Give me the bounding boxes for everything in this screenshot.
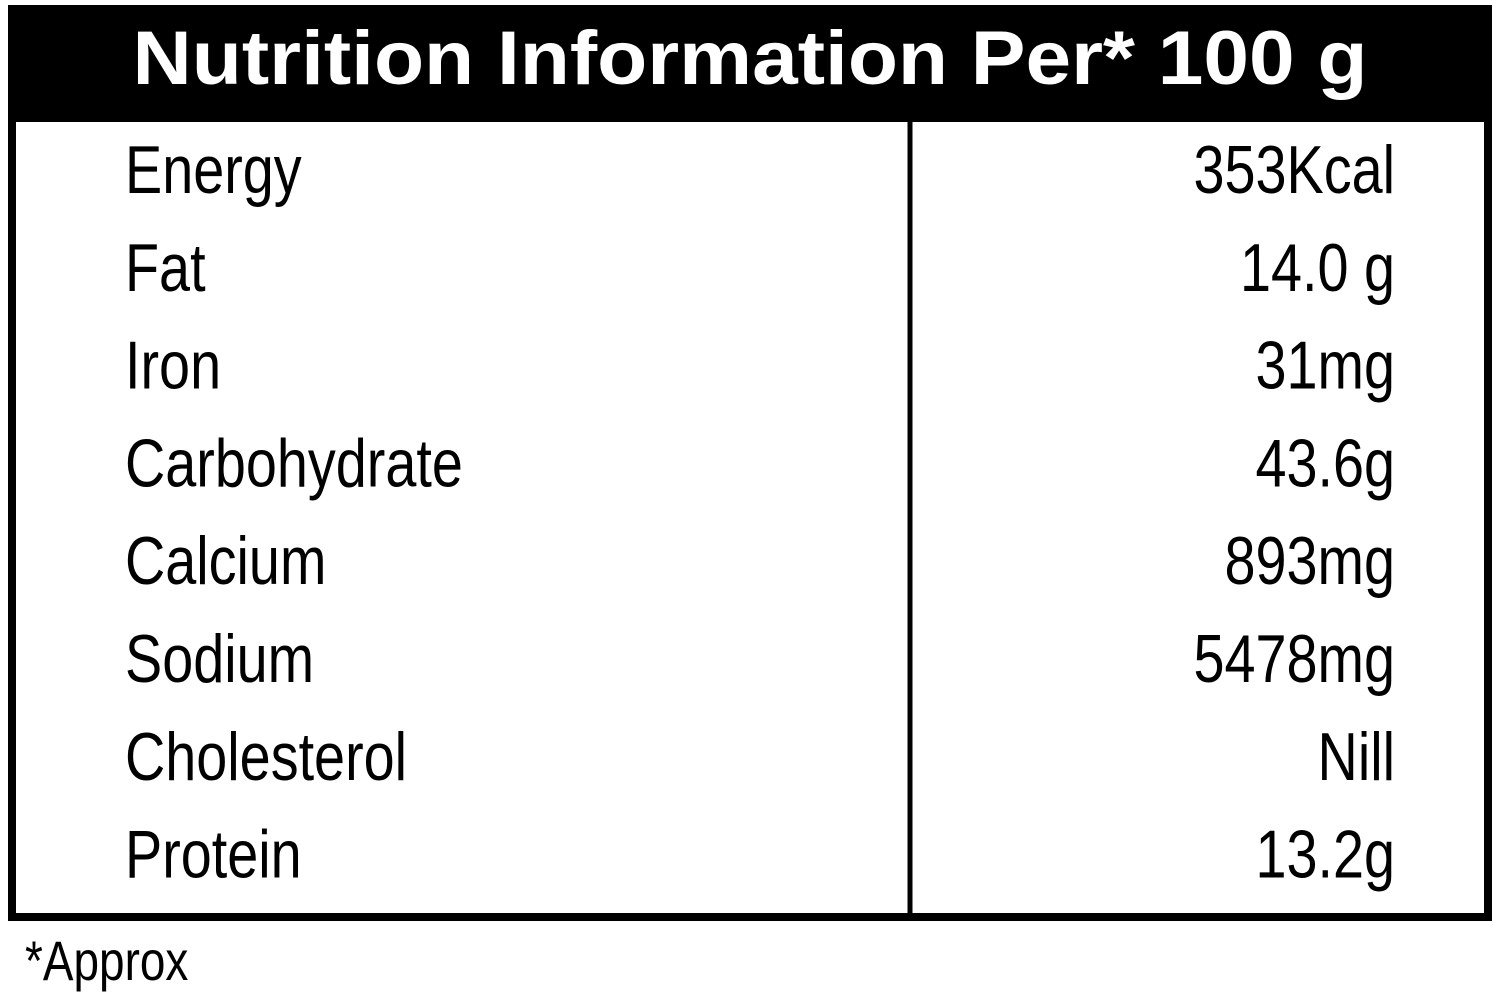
nutrient-value: 31mg (1256, 328, 1395, 404)
nutrient-label: Cholesterol (125, 719, 407, 795)
nutrient-label: Iron (125, 328, 221, 404)
nutrient-value: 353Kcal (1193, 132, 1395, 208)
nutrient-value: 14.0 g (1240, 230, 1395, 306)
nutrient-label: Fat (125, 230, 206, 306)
nutrient-label: Energy (125, 132, 302, 208)
nutrient-label: Carbohydrate (125, 425, 463, 501)
table-title: Nutrition Information Per* 100 g (133, 16, 1368, 101)
nutrient-value: 893mg (1225, 523, 1395, 599)
nutrient-value: 5478mg (1193, 621, 1395, 697)
nutrient-value: 13.2g (1255, 817, 1395, 893)
table-border (8, 5, 1492, 921)
nutrient-label: Protein (125, 817, 302, 893)
footnote: *Approx (25, 929, 188, 992)
nutrient-label: Sodium (125, 621, 314, 697)
header-band (8, 5, 1492, 122)
nutrient-label: Calcium (125, 523, 326, 599)
nutrient-value: Nill (1318, 719, 1395, 795)
nutrient-value: 43.6g (1255, 425, 1395, 501)
